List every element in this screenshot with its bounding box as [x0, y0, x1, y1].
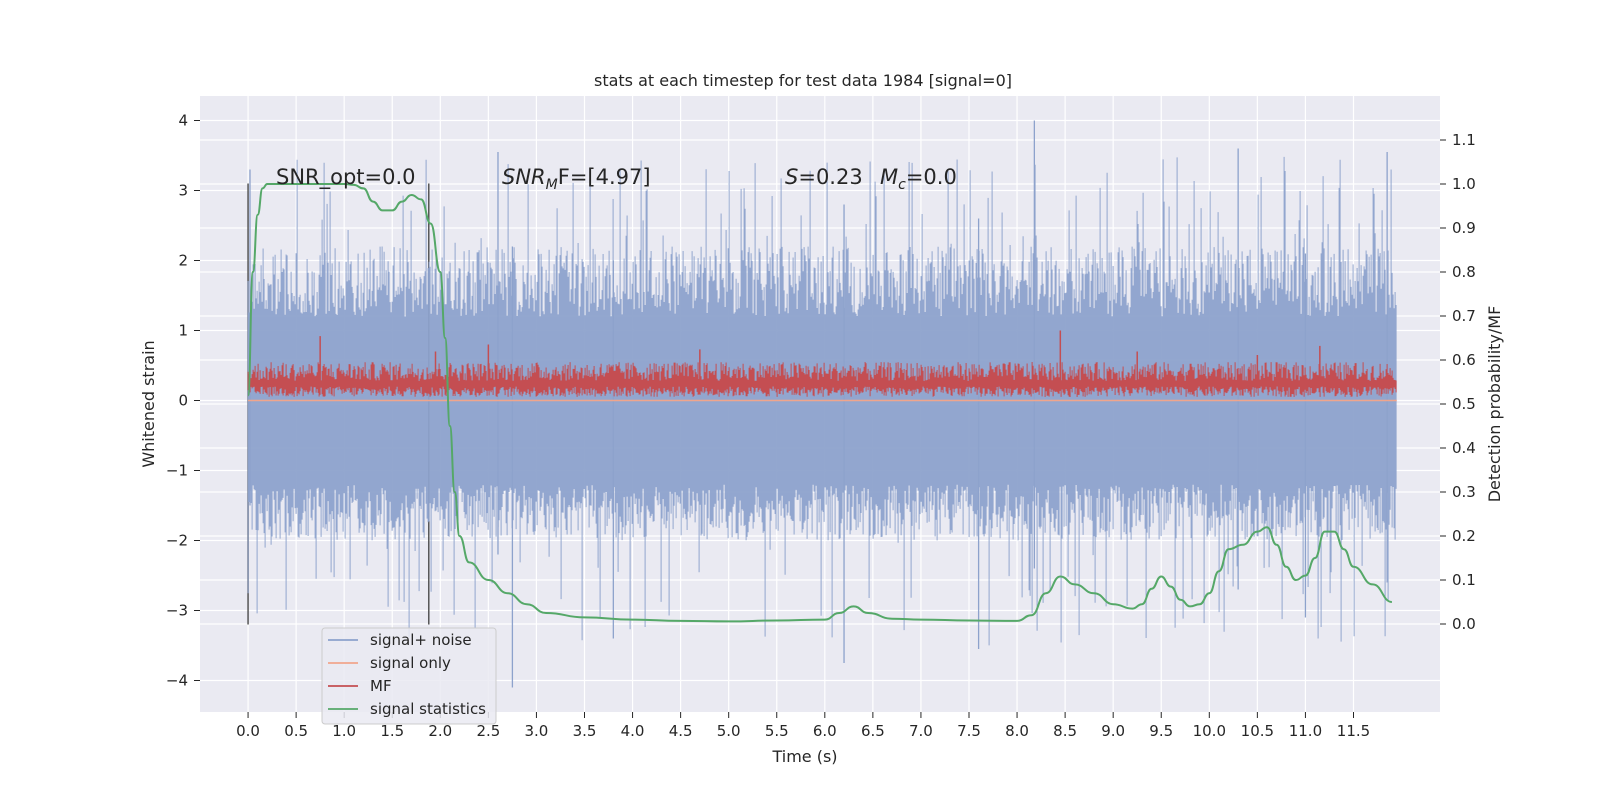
x-tick-label-22: 11.0	[1289, 722, 1322, 740]
signal-noise-series	[247, 120, 1397, 688]
x-tick-label-17: 8.5	[1053, 722, 1077, 740]
x-tick-label-3: 1.5	[380, 722, 404, 740]
x-tick-label-12: 6.0	[813, 722, 837, 740]
mc-subscript: c	[898, 177, 906, 193]
y-right-tick-label-2: 0.2	[1452, 527, 1476, 545]
x-tick-label-6: 3.0	[525, 722, 549, 740]
y-left-tick-label-1: −3	[166, 602, 188, 620]
mc-value: =0.0	[906, 165, 957, 189]
y-right-tick-label-7: 0.7	[1452, 307, 1476, 325]
y-right-tick-label-1: 0.1	[1452, 571, 1476, 589]
legend-label-signal-noise: signal+ noise	[370, 631, 472, 649]
y-left-tick-label-7: 3	[178, 182, 188, 200]
s-annotation: S=0.23	[785, 165, 863, 189]
x-axis-ticks: 0.0 0.5 1.0 1.5 2.0 2.5 3.0 3.5 4.0 4.5 5.0 5.5 6.0 6…	[236, 712, 1370, 740]
y-right-tick-label-4: 0.4	[1452, 439, 1476, 457]
chart-title: stats at each timestep for test data 198…	[594, 71, 1012, 90]
x-tick-label-9: 4.5	[669, 722, 693, 740]
x-tick-label-1: 0.5	[284, 722, 308, 740]
x-tick-label-8: 4.0	[621, 722, 645, 740]
y-right-axis-ticks: 0.0 0.1 0.2 0.3 0.4 0.5 0.6 0.7 0.8 0.9 1.0 1.1	[1440, 131, 1476, 633]
x-tick-label-7: 3.5	[573, 722, 597, 740]
x-tick-label-14: 7.0	[909, 722, 933, 740]
y-right-tick-label-8: 0.8	[1452, 263, 1476, 281]
x-tick-label-21: 10.5	[1241, 722, 1274, 740]
x-tick-label-5: 2.5	[476, 722, 500, 740]
y-left-tick-label-6: 2	[178, 252, 188, 270]
y-left-axis-label: Whitened strain	[139, 340, 158, 467]
y-right-tick-label-5: 0.5	[1452, 395, 1476, 413]
y-right-tick-label-11: 1.1	[1452, 131, 1476, 149]
y-left-tick-label-3: −1	[166, 462, 188, 480]
x-tick-label-2: 1.0	[332, 722, 356, 740]
x-tick-label-13: 6.5	[861, 722, 885, 740]
mc-label: M	[880, 165, 898, 189]
y-left-tick-label-4: 0	[178, 392, 188, 410]
y-right-axis-label: Detection probability/MF	[1485, 306, 1504, 503]
legend-box	[321, 627, 497, 725]
x-tick-label-4: 2.0	[428, 722, 452, 740]
x-tick-label-23: 11.5	[1337, 722, 1370, 740]
y-left-axis-ticks: −4 −3 −2 −1 0 1 2 3 4	[166, 112, 200, 690]
x-tick-label-16: 8.0	[1005, 722, 1029, 740]
y-left-tick-label-2: −2	[166, 532, 188, 550]
y-left-tick-label-8: 4	[178, 112, 188, 130]
legend-label-mf: MF	[370, 677, 392, 695]
legend-label-signal-only: signal only	[370, 654, 451, 672]
s-value: =0.23	[798, 165, 862, 189]
x-tick-label-18: 9.0	[1101, 722, 1125, 740]
x-tick-label-15: 7.5	[957, 722, 981, 740]
mf-series	[247, 330, 1397, 397]
s-label: S	[785, 165, 798, 189]
snr-mf-subscript: M	[546, 177, 558, 193]
y-right-tick-label-0: 0.0	[1452, 615, 1476, 633]
legend-label-signal-statistics: signal statistics	[370, 700, 486, 718]
y-right-tick-label-3: 0.3	[1452, 483, 1476, 501]
legend: signal+ noise signal only MF signal stat…	[321, 627, 497, 725]
x-tick-label-0: 0.0	[236, 722, 260, 740]
x-tick-label-11: 5.5	[765, 722, 789, 740]
x-tick-label-20: 10.0	[1193, 722, 1226, 740]
y-left-tick-label-5: 1	[178, 322, 188, 340]
y-right-tick-label-6: 0.6	[1452, 351, 1476, 369]
snr-opt-annotation: SNR_opt=0.0	[276, 165, 416, 190]
x-axis-label: Time (s)	[771, 747, 837, 766]
snr-mf-annotation: SNRMF=[4.97]	[502, 165, 651, 193]
mf-trace	[247, 362, 1397, 397]
snr-mf-prefix: SNR	[502, 165, 546, 189]
snr-mf-rest: F=[4.97]	[558, 165, 651, 189]
signal-statistics-series-line	[247, 183, 1393, 623]
x-tick-label-10: 5.0	[717, 722, 741, 740]
mc-annotation: Mc=0.0	[880, 165, 957, 193]
y-right-tick-label-9: 0.9	[1452, 219, 1476, 237]
y-right-tick-label-10: 1.0	[1452, 175, 1476, 193]
x-tick-label-19: 9.5	[1149, 722, 1173, 740]
y-left-tick-label-0: −4	[166, 672, 188, 690]
